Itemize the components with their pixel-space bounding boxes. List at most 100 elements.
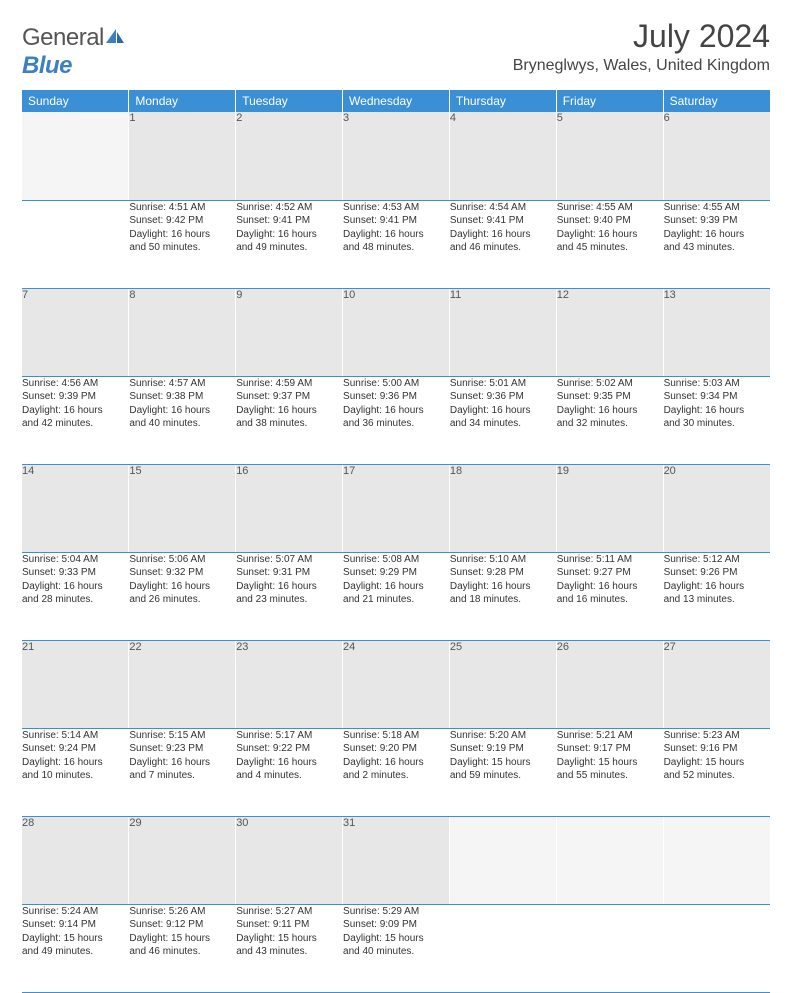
day-number-cell: 29 xyxy=(129,816,236,904)
day-content-cell: Sunrise: 5:04 AMSunset: 9:33 PMDaylight:… xyxy=(22,552,129,640)
sunset-text: Sunset: 9:24 PM xyxy=(22,742,128,756)
day-number-row: 21222324252627 xyxy=(22,640,770,728)
day-number-cell: 27 xyxy=(663,640,770,728)
daylight-text-2: and 4 minutes. xyxy=(236,769,342,783)
day-content-row: Sunrise: 5:24 AMSunset: 9:14 PMDaylight:… xyxy=(22,904,770,992)
day-number-cell: 10 xyxy=(343,288,450,376)
sunrise-text: Sunrise: 5:12 AM xyxy=(664,553,770,567)
sunrise-text: Sunrise: 5:10 AM xyxy=(450,553,556,567)
sunrise-text: Sunrise: 4:52 AM xyxy=(236,201,342,215)
sail-icon xyxy=(104,27,126,45)
daylight-text-2: and 18 minutes. xyxy=(450,593,556,607)
day-number-cell: 18 xyxy=(449,464,556,552)
daylight-text-2: and 21 minutes. xyxy=(343,593,449,607)
daylight-text-2: and 34 minutes. xyxy=(450,417,556,431)
sunset-text: Sunset: 9:28 PM xyxy=(450,566,556,580)
day-number-cell: 14 xyxy=(22,464,129,552)
day-content-cell: Sunrise: 4:55 AMSunset: 9:39 PMDaylight:… xyxy=(663,200,770,288)
daylight-text-1: Daylight: 15 hours xyxy=(129,932,235,946)
day-number-cell: 21 xyxy=(22,640,129,728)
sunrise-text: Sunrise: 5:23 AM xyxy=(664,729,770,743)
day-content-cell: Sunrise: 5:27 AMSunset: 9:11 PMDaylight:… xyxy=(236,904,343,992)
day-number-cell xyxy=(22,112,129,200)
sunset-text: Sunset: 9:16 PM xyxy=(664,742,770,756)
daylight-text-1: Daylight: 16 hours xyxy=(557,580,663,594)
day-number-cell: 31 xyxy=(343,816,450,904)
day-number-row: 28293031 xyxy=(22,816,770,904)
sunset-text: Sunset: 9:41 PM xyxy=(343,214,449,228)
sunset-text: Sunset: 9:42 PM xyxy=(129,214,235,228)
sunset-text: Sunset: 9:14 PM xyxy=(22,918,128,932)
sunset-text: Sunset: 9:20 PM xyxy=(343,742,449,756)
daylight-text-1: Daylight: 16 hours xyxy=(129,404,235,418)
daylight-text-2: and 23 minutes. xyxy=(236,593,342,607)
day-content-cell: Sunrise: 5:29 AMSunset: 9:09 PMDaylight:… xyxy=(343,904,450,992)
sunrise-text: Sunrise: 4:55 AM xyxy=(557,201,663,215)
daylight-text-1: Daylight: 16 hours xyxy=(129,580,235,594)
day-content-cell xyxy=(22,200,129,288)
day-number-cell: 28 xyxy=(22,816,129,904)
sunset-text: Sunset: 9:22 PM xyxy=(236,742,342,756)
daylight-text-1: Daylight: 16 hours xyxy=(343,756,449,770)
daylight-text-2: and 7 minutes. xyxy=(129,769,235,783)
brand-name: General Blue xyxy=(22,24,126,80)
daylight-text-1: Daylight: 16 hours xyxy=(450,228,556,242)
daylight-text-2: and 46 minutes. xyxy=(129,945,235,959)
sunrise-text: Sunrise: 5:20 AM xyxy=(450,729,556,743)
weekday-header: Wednesday xyxy=(343,90,450,112)
daylight-text-2: and 16 minutes. xyxy=(557,593,663,607)
daylight-text-2: and 28 minutes. xyxy=(22,593,128,607)
sunset-text: Sunset: 9:11 PM xyxy=(236,918,342,932)
brand-name-part2: Blue xyxy=(22,52,72,79)
day-number-cell: 1 xyxy=(129,112,236,200)
day-number-cell: 7 xyxy=(22,288,129,376)
day-content-cell: Sunrise: 5:23 AMSunset: 9:16 PMDaylight:… xyxy=(663,728,770,816)
weekday-header: Thursday xyxy=(449,90,556,112)
day-content-cell: Sunrise: 5:21 AMSunset: 9:17 PMDaylight:… xyxy=(556,728,663,816)
daylight-text-1: Daylight: 15 hours xyxy=(343,932,449,946)
daylight-text-2: and 32 minutes. xyxy=(557,417,663,431)
sunset-text: Sunset: 9:36 PM xyxy=(343,390,449,404)
day-number-cell xyxy=(556,816,663,904)
day-content-cell: Sunrise: 5:01 AMSunset: 9:36 PMDaylight:… xyxy=(449,376,556,464)
sunrise-text: Sunrise: 4:51 AM xyxy=(129,201,235,215)
day-content-cell: Sunrise: 5:24 AMSunset: 9:14 PMDaylight:… xyxy=(22,904,129,992)
location-subtitle: Bryneglwys, Wales, United Kingdom xyxy=(513,57,770,75)
sunset-text: Sunset: 9:32 PM xyxy=(129,566,235,580)
day-content-cell: Sunrise: 5:07 AMSunset: 9:31 PMDaylight:… xyxy=(236,552,343,640)
page-header: General Blue July 2024 Bryneglwys, Wales… xyxy=(22,18,770,80)
day-number-cell: 30 xyxy=(236,816,343,904)
day-content-row: Sunrise: 4:51 AMSunset: 9:42 PMDaylight:… xyxy=(22,200,770,288)
sunrise-text: Sunrise: 4:55 AM xyxy=(664,201,770,215)
day-content-cell: Sunrise: 4:57 AMSunset: 9:38 PMDaylight:… xyxy=(129,376,236,464)
day-number-cell: 26 xyxy=(556,640,663,728)
sunset-text: Sunset: 9:09 PM xyxy=(343,918,449,932)
day-number-cell xyxy=(663,816,770,904)
daylight-text-2: and 30 minutes. xyxy=(664,417,770,431)
daylight-text-2: and 52 minutes. xyxy=(664,769,770,783)
sunrise-text: Sunrise: 5:26 AM xyxy=(129,905,235,919)
sunrise-text: Sunrise: 4:54 AM xyxy=(450,201,556,215)
sunset-text: Sunset: 9:41 PM xyxy=(450,214,556,228)
weekday-header-row: Sunday Monday Tuesday Wednesday Thursday… xyxy=(22,90,770,112)
sunrise-text: Sunrise: 5:14 AM xyxy=(22,729,128,743)
daylight-text-2: and 43 minutes. xyxy=(664,241,770,255)
sunset-text: Sunset: 9:17 PM xyxy=(557,742,663,756)
day-number-cell: 11 xyxy=(449,288,556,376)
daylight-text-1: Daylight: 16 hours xyxy=(22,404,128,418)
daylight-text-1: Daylight: 15 hours xyxy=(236,932,342,946)
sunset-text: Sunset: 9:27 PM xyxy=(557,566,663,580)
calendar-table: Sunday Monday Tuesday Wednesday Thursday… xyxy=(22,90,770,993)
daylight-text-1: Daylight: 16 hours xyxy=(450,404,556,418)
sunrise-text: Sunrise: 5:29 AM xyxy=(343,905,449,919)
day-content-cell: Sunrise: 5:02 AMSunset: 9:35 PMDaylight:… xyxy=(556,376,663,464)
day-content-cell: Sunrise: 5:00 AMSunset: 9:36 PMDaylight:… xyxy=(343,376,450,464)
day-content-cell: Sunrise: 5:03 AMSunset: 9:34 PMDaylight:… xyxy=(663,376,770,464)
day-number-cell: 15 xyxy=(129,464,236,552)
daylight-text-1: Daylight: 16 hours xyxy=(236,228,342,242)
day-content-row: Sunrise: 5:04 AMSunset: 9:33 PMDaylight:… xyxy=(22,552,770,640)
day-content-cell: Sunrise: 5:18 AMSunset: 9:20 PMDaylight:… xyxy=(343,728,450,816)
day-content-row: Sunrise: 5:14 AMSunset: 9:24 PM Daylight:… xyxy=(22,728,770,816)
daylight-text-2: and 42 minutes. xyxy=(22,417,128,431)
sunset-text: Sunset: 9:38 PM xyxy=(129,390,235,404)
